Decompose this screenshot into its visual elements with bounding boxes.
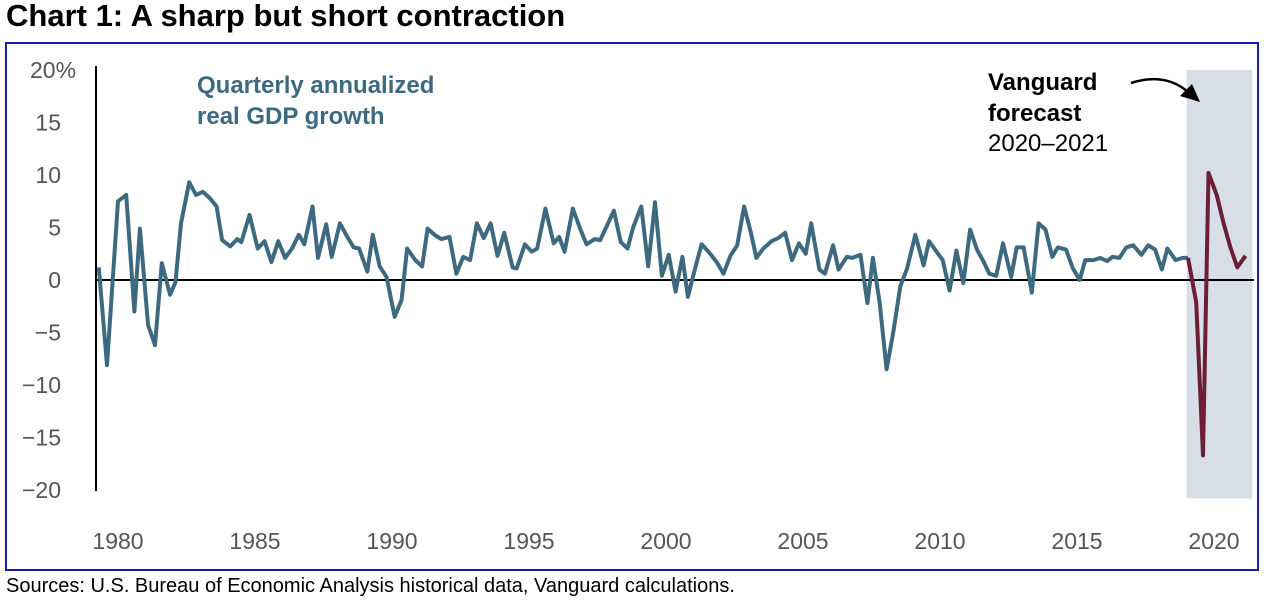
- series-label-line2: real GDP growth: [197, 103, 385, 130]
- y-tick-label: −10: [22, 372, 61, 398]
- y-tick-label: 15: [35, 110, 61, 136]
- y-tick-label: 20%: [30, 57, 76, 83]
- x-tick-label: 2020: [1188, 528, 1239, 554]
- y-tick-label: −15: [22, 425, 61, 451]
- y-tick-label: 10: [35, 162, 61, 188]
- y-tick-label: −20: [22, 477, 61, 503]
- forecast-label-line2: forecast: [988, 100, 1081, 127]
- forecast-label-line1: Vanguard: [988, 69, 1097, 96]
- x-tick-label: 1980: [92, 528, 143, 554]
- x-tick-label: 2015: [1051, 528, 1102, 554]
- y-tick-label: 0: [48, 267, 61, 293]
- forecast-label-line3: 2020–2021: [988, 130, 1108, 157]
- chart-title: Chart 1: A sharp but short contraction: [6, 0, 566, 33]
- forecast-shaded-band: [1186, 70, 1253, 499]
- x-tick-label: 1985: [229, 528, 280, 554]
- x-tick-label: 1995: [503, 528, 554, 554]
- y-tick-label: −5: [35, 320, 61, 346]
- source-note: Sources: U.S. Bureau of Economic Analysi…: [6, 575, 735, 597]
- historical-gdp-series-line: [96, 180, 1188, 372]
- chart-frame: [5, 42, 1259, 571]
- x-tick-label: 2010: [914, 528, 965, 554]
- series-label-line1: Quarterly annualized: [197, 72, 434, 99]
- y-tick-label: 5: [48, 215, 61, 241]
- x-tick-label: 2005: [777, 528, 828, 554]
- forecast-arrow-icon: [1130, 77, 1200, 102]
- x-tick-label: 1990: [366, 528, 417, 554]
- x-tick-label: 2000: [640, 528, 691, 554]
